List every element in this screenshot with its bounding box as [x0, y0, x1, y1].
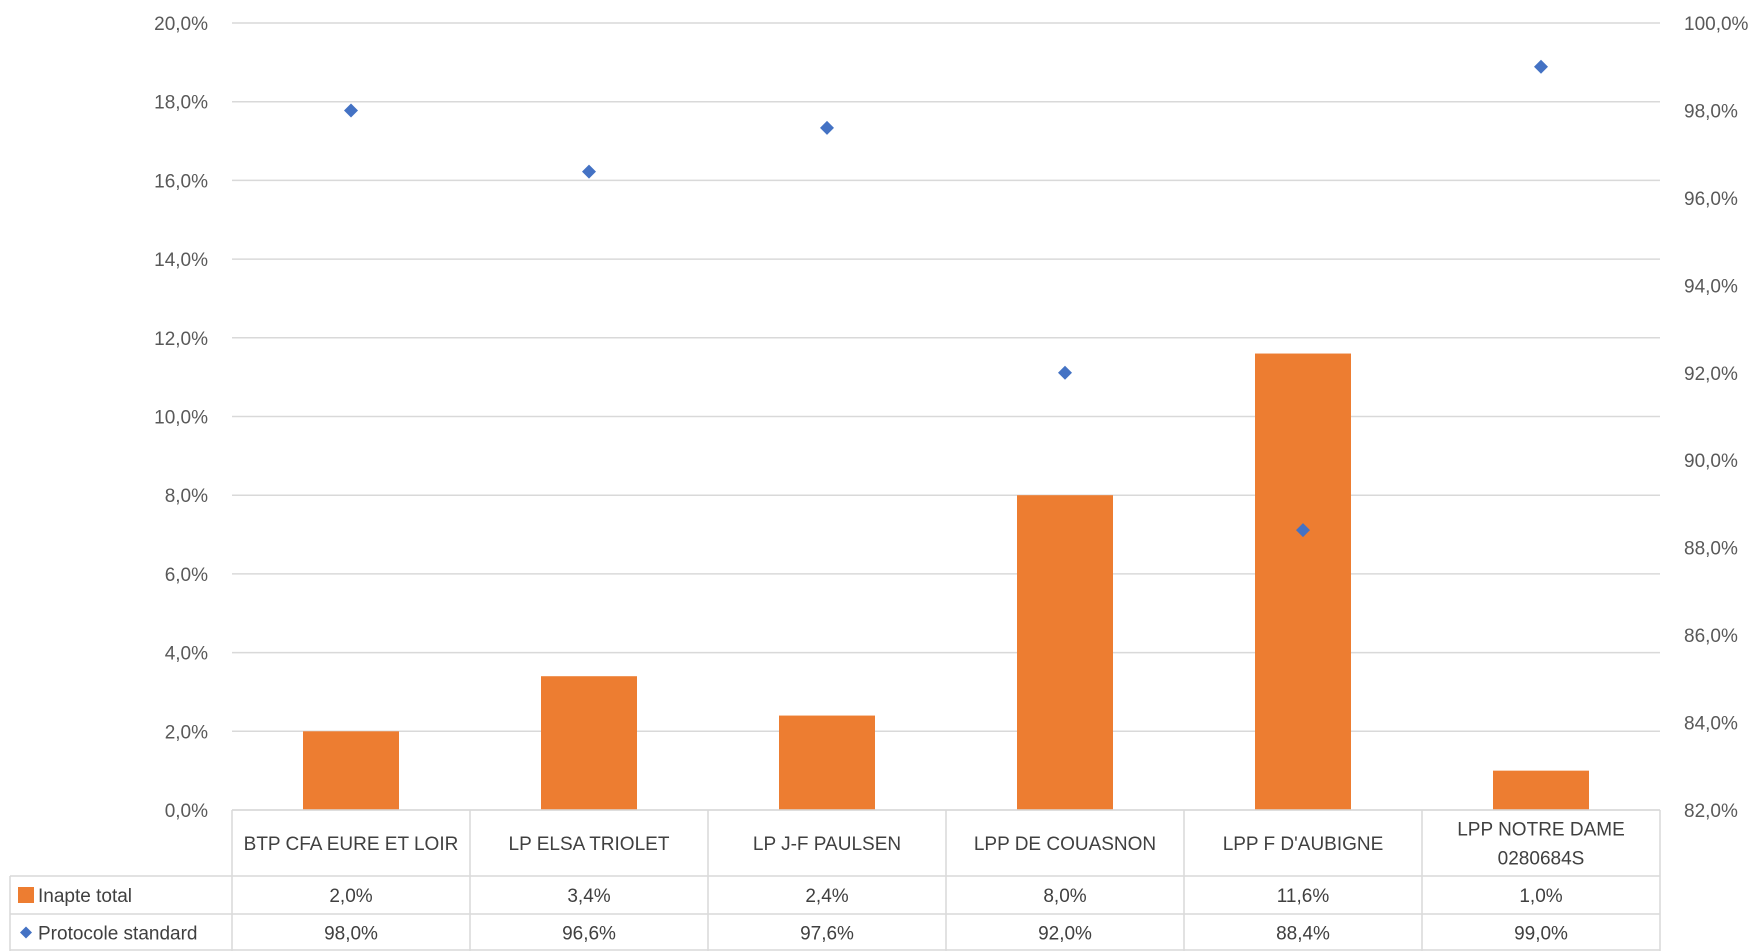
point-protocole-standard	[1296, 523, 1310, 538]
point-protocole-standard	[344, 103, 358, 118]
left-tick-label: 18,0%	[154, 93, 208, 114]
category-label: LP ELSA TRIOLET	[509, 834, 670, 855]
table-cell-inapte-total: 1,0%	[1519, 886, 1562, 907]
right-tick-label: 84,0%	[1684, 714, 1738, 735]
right-tick-label: 82,0%	[1684, 801, 1738, 822]
bar-inapte-total	[1493, 770, 1589, 810]
point-protocole-standard	[582, 164, 596, 179]
right-tick-label: 96,0%	[1684, 189, 1738, 210]
left-tick-label: 14,0%	[154, 250, 208, 271]
bar-inapte-total	[1255, 353, 1351, 810]
bar-inapte-total	[303, 731, 399, 810]
table-cell-inapte-total: 2,4%	[805, 886, 848, 907]
table-cell-inapte-total: 2,0%	[329, 886, 372, 907]
table-cell-inapte-total: 3,4%	[567, 886, 610, 907]
right-tick-label: 98,0%	[1684, 101, 1738, 122]
table-cell-protocole-standard: 88,4%	[1276, 924, 1330, 945]
right-tick-label: 88,0%	[1684, 539, 1738, 560]
right-tick-label: 94,0%	[1684, 276, 1738, 297]
bar-inapte-total	[779, 715, 875, 810]
table-cell-protocole-standard: 92,0%	[1038, 924, 1092, 945]
data-table: BTP CFA EURE ET LOIR LP ELSA TRIOLET LP J-…	[9, 809, 1661, 951]
left-tick-label: 6,0%	[165, 565, 208, 586]
left-tick-label: 4,0%	[165, 644, 208, 665]
left-tick-label: 16,0%	[154, 171, 208, 192]
bar-inapte-total	[541, 676, 637, 810]
left-tick-label: 8,0%	[165, 486, 208, 507]
left-tick-label: 20,0%	[154, 14, 208, 35]
bar-series	[303, 353, 1589, 810]
point-protocole-standard	[1058, 365, 1072, 380]
legend-marker-protocole-standard	[20, 926, 32, 939]
gridlines	[232, 22, 1660, 811]
point-protocole-standard	[820, 120, 834, 135]
right-tick-label: 100,0%	[1684, 14, 1749, 35]
category-label: LPP DE COUASNON	[974, 834, 1156, 855]
legend-label-inapte-total: Inapte total	[38, 886, 132, 907]
legend-swatch-inapte-total	[18, 887, 34, 903]
category-label: LP J-F PAULSEN	[753, 834, 901, 855]
table-cell-inapte-total: 8,0%	[1043, 886, 1086, 907]
table-cell-protocole-standard: 98,0%	[324, 924, 378, 945]
right-tick-label: 90,0%	[1684, 451, 1738, 472]
point-series	[344, 59, 1548, 538]
table-cell-protocole-standard: 97,6%	[800, 924, 854, 945]
bar-inapte-total	[1017, 495, 1113, 810]
right-tick-label: 86,0%	[1684, 626, 1738, 647]
right-tick-label: 92,0%	[1684, 364, 1738, 385]
left-tick-label: 2,0%	[165, 722, 208, 743]
table-cell-protocole-standard: 96,6%	[562, 924, 616, 945]
left-tick-label: 12,0%	[154, 329, 208, 350]
point-protocole-standard	[1534, 59, 1548, 74]
category-label: LPP F D'AUBIGNE	[1223, 834, 1384, 855]
category-label: LPP NOTRE DAME	[1457, 820, 1625, 841]
table-cell-protocole-standard: 99,0%	[1514, 924, 1568, 945]
category-label: 0280684S	[1498, 849, 1585, 870]
table-cell-inapte-total: 11,6%	[1277, 886, 1330, 907]
legend-label-protocole-standard: Protocole standard	[38, 924, 198, 945]
left-tick-label: 10,0%	[154, 408, 208, 429]
left-axis: 0,0% 2,0% 4,0% 6,0% 8,0% 10,0% 12,0% 14,0% 16,0%…	[154, 14, 208, 822]
category-label: BTP CFA EURE ET LOIR	[244, 834, 459, 855]
right-axis: 82,0% 84,0% 86,0% 88,0% 90,0% 92,0% 94,0% 96,0%…	[1684, 14, 1749, 822]
left-tick-label: 0,0%	[165, 801, 208, 822]
